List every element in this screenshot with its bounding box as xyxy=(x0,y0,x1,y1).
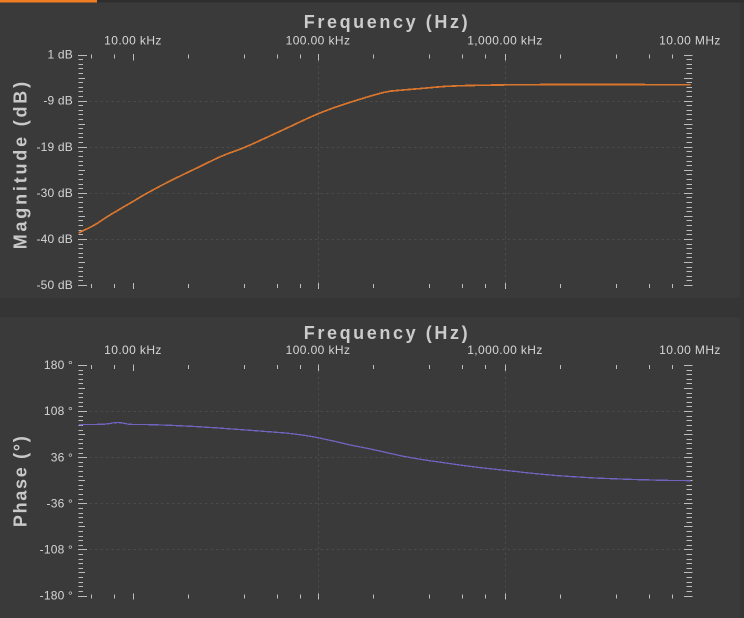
svg-text:-108 °: -108 ° xyxy=(40,543,73,557)
svg-text:-36 °: -36 ° xyxy=(47,496,73,510)
svg-text:10.00 MHz: 10.00 MHz xyxy=(659,343,721,357)
svg-text:-30 dB: -30 dB xyxy=(36,186,73,200)
svg-text:108 °: 108 ° xyxy=(44,404,73,418)
svg-text:36 °: 36 ° xyxy=(51,450,73,464)
svg-text:Frequency (Hz): Frequency (Hz) xyxy=(304,323,470,343)
svg-text:-50 dB: -50 dB xyxy=(36,278,73,292)
svg-text:10.00 kHz: 10.00 kHz xyxy=(104,343,162,357)
svg-text:Magnitude (dB): Magnitude (dB) xyxy=(11,79,31,249)
svg-text:-40 dB: -40 dB xyxy=(36,232,73,246)
svg-text:-19 dB: -19 dB xyxy=(36,140,73,154)
svg-text:100.00 kHz: 100.00 kHz xyxy=(286,34,351,48)
svg-text:-180 °: -180 ° xyxy=(40,589,73,603)
svg-text:1,000.00 kHz: 1,000.00 kHz xyxy=(467,343,543,357)
svg-text:-9 dB: -9 dB xyxy=(43,94,73,108)
svg-text:Frequency (Hz): Frequency (Hz) xyxy=(304,12,470,32)
svg-text:100.00 kHz: 100.00 kHz xyxy=(286,343,351,357)
svg-text:1,000.00 kHz: 1,000.00 kHz xyxy=(467,34,543,48)
svg-text:180 °: 180 ° xyxy=(44,358,73,372)
svg-text:10.00 MHz: 10.00 MHz xyxy=(659,34,721,48)
svg-text:Phase (°): Phase (°) xyxy=(11,435,31,528)
svg-text:1 dB: 1 dB xyxy=(48,48,74,62)
svg-text:10.00 kHz: 10.00 kHz xyxy=(104,34,162,48)
